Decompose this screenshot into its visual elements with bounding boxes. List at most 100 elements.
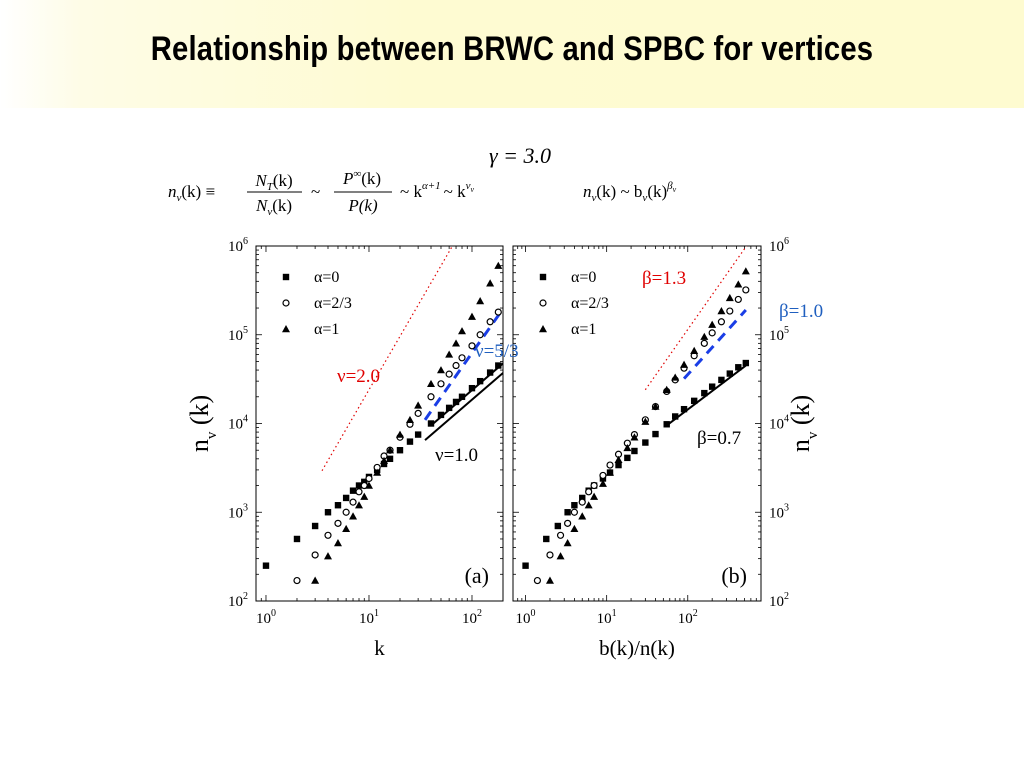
y-tick-label: 105	[228, 325, 248, 344]
x-axis-label: b(k)/n(k)	[599, 636, 675, 660]
data-point	[680, 360, 689, 368]
legend-marker	[282, 299, 290, 307]
data-point	[564, 509, 571, 516]
data-point	[476, 297, 485, 305]
data-point	[564, 519, 572, 527]
data-point	[365, 474, 373, 483]
legend-marker	[282, 325, 290, 333]
data-point	[570, 508, 578, 516]
data-point	[700, 332, 709, 340]
data-point	[405, 415, 414, 424]
guide-label-beta-1-0: β=1.0	[779, 301, 823, 322]
data-point	[458, 393, 466, 400]
data-point	[615, 461, 622, 469]
ticks	[512, 245, 762, 602]
y-tick-label: 103	[228, 502, 248, 521]
data-point	[742, 359, 750, 367]
plot-area	[522, 246, 750, 585]
data-point	[700, 339, 708, 347]
legend-label: α=0	[571, 269, 596, 286]
data-point	[334, 502, 342, 509]
data-point	[735, 364, 742, 371]
data-point	[578, 512, 587, 520]
data-point	[741, 267, 750, 275]
data-point	[662, 385, 671, 393]
data-point	[468, 384, 476, 392]
data-point	[495, 362, 502, 369]
data-point	[606, 468, 615, 476]
y-tick-label: 106	[769, 236, 789, 255]
data-point	[726, 370, 734, 377]
data-point	[468, 342, 476, 350]
plot-frame	[512, 245, 762, 602]
data-point	[323, 552, 332, 560]
data-point	[630, 433, 639, 441]
x-axis-label: k	[374, 636, 385, 660]
data-point	[554, 522, 562, 530]
data-point	[476, 377, 484, 385]
data-point	[690, 346, 699, 354]
eq-lhs: n	[168, 182, 177, 201]
data-point	[380, 456, 389, 464]
data-point	[570, 524, 579, 533]
slide-title: Relationship between BRWC and SPBC for v…	[150, 30, 874, 68]
data-point	[486, 279, 495, 287]
legend-marker	[539, 273, 547, 281]
panel-label: (b)	[721, 563, 747, 588]
data-point	[445, 404, 453, 412]
data-point	[556, 531, 565, 539]
data-point	[342, 508, 350, 516]
data-point	[708, 320, 717, 328]
data-point	[494, 261, 503, 269]
legend: α=0 α=2/3 α=1	[539, 269, 609, 338]
y-tick-label: 105	[769, 325, 789, 344]
data-point	[293, 576, 301, 585]
data-point	[458, 354, 466, 362]
data-point	[599, 471, 607, 480]
data-point	[445, 370, 453, 378]
legend-label: α=2/3	[314, 295, 352, 312]
guide-line	[321, 246, 454, 471]
data-point	[395, 430, 404, 438]
data-point	[452, 339, 461, 347]
data-point	[349, 512, 358, 520]
guide-label-beta-1-3: β=1.3	[642, 268, 686, 289]
data-point	[452, 361, 460, 370]
data-point	[585, 488, 593, 496]
data-point	[311, 576, 320, 584]
data-point	[606, 461, 614, 469]
data-point	[598, 479, 607, 487]
data-point	[355, 482, 363, 489]
panel-b: 100 101 102 102 103 104 105 106 b(k)/n(k) nv (k) α…	[512, 236, 821, 660]
legend-label: α=2/3	[571, 295, 609, 312]
svg-text:nv(k) ≡: nv(k) ≡	[168, 182, 215, 204]
data-point	[718, 376, 725, 384]
data-point	[543, 535, 550, 543]
data-point	[355, 501, 364, 509]
data-point	[414, 401, 423, 409]
svg-text:~ kα+1~ kνv: ~ kα+1 ~ kνv	[400, 180, 475, 201]
data-point	[641, 417, 650, 425]
left-equation: nv(k) ≡ NT(k) Nv(k) ~ P∞(k) P(k) ~ kα+1 ~…	[168, 168, 475, 218]
data-point	[386, 446, 395, 454]
data-point	[360, 492, 369, 500]
data-point	[333, 539, 342, 547]
data-point	[427, 420, 435, 427]
data-point	[414, 409, 422, 417]
data-point	[361, 478, 368, 486]
x-tick-label: 100	[256, 608, 276, 627]
data-point	[522, 562, 529, 569]
x-tick-label: 102	[462, 608, 482, 627]
data-point	[578, 498, 586, 506]
data-point	[324, 509, 332, 516]
data-point	[545, 576, 554, 584]
series-triangle	[311, 261, 503, 584]
data-point	[437, 411, 445, 419]
guide-label-nu-1: ν=1.0	[435, 445, 478, 466]
data-point	[624, 454, 631, 462]
data-point	[631, 447, 638, 455]
data-point	[556, 552, 565, 560]
data-point	[342, 524, 351, 533]
x-tick-label: 101	[597, 608, 617, 627]
